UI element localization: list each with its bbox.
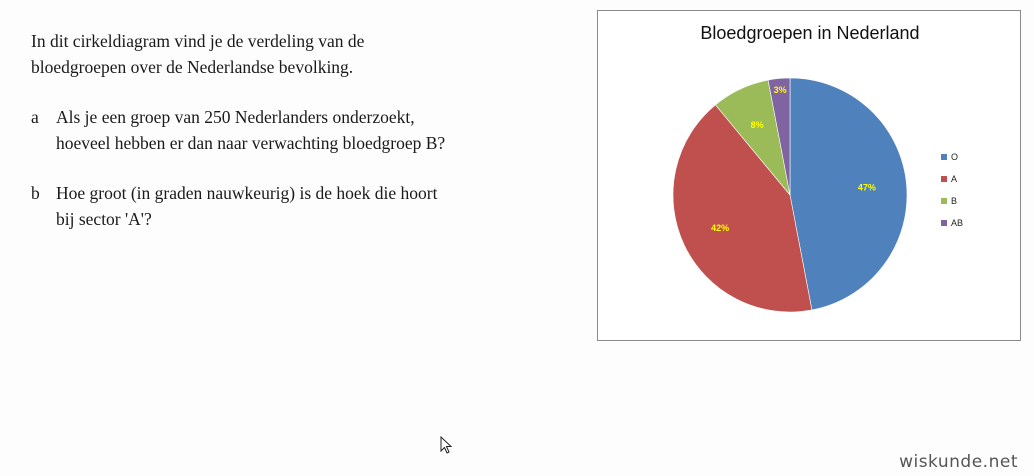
pie-slices — [672, 77, 908, 313]
data-label-b: 8% — [751, 120, 764, 130]
data-label-o: 47% — [858, 183, 876, 193]
question-a-letter: a — [31, 107, 39, 127]
data-label-ab: 3% — [774, 85, 787, 95]
pie-slice-a — [672, 104, 813, 313]
pie-data-labels: 47% 42% 8% 3% — [711, 85, 876, 233]
pie-slice-ab — [767, 77, 791, 196]
question-b-letter: b — [31, 183, 40, 203]
legend-swatch-b — [941, 198, 947, 204]
mouse-pointer-icon — [440, 436, 452, 454]
legend-swatch-a — [941, 176, 947, 182]
question-b: b Hoe groot (in graden nauwkeurig) is de… — [31, 180, 551, 232]
legend-label-o: O — [951, 152, 958, 162]
legend-label-b: B — [951, 196, 957, 206]
question-panel: In dit cirkeldiagram vind je de verdelin… — [31, 28, 551, 232]
pie-chart: Bloedgroepen in Nederland 47%42%8%3% OAB… — [672, 23, 963, 313]
pie-slice-o — [789, 77, 908, 311]
data-label-a: 42% — [711, 223, 729, 233]
question-a: a Als je een groep van 250 Nederlanders … — [31, 104, 551, 156]
question-intro: In dit cirkeldiagram vind je de verdelin… — [31, 31, 365, 77]
question-a-text: Als je een groep van 250 Nederlanders on… — [56, 107, 446, 153]
legend-label-a: A — [951, 174, 957, 184]
legend-swatch-o — [941, 154, 947, 160]
chart-title: Bloedgroepen in Nederland — [700, 23, 919, 43]
watermark: wiskunde.net — [899, 452, 1018, 472]
legend-swatch-ab — [941, 220, 947, 226]
question-b-text: Hoe groot (in graden nauwkeurig) is de h… — [56, 183, 438, 229]
legend-label-ab: AB — [951, 218, 963, 228]
